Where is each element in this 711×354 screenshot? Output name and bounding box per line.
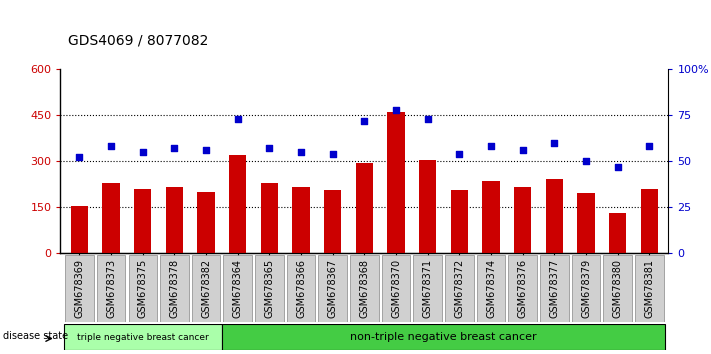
FancyBboxPatch shape xyxy=(350,255,379,322)
FancyBboxPatch shape xyxy=(223,255,252,322)
Point xyxy=(549,140,560,145)
Bar xyxy=(419,160,437,253)
Text: GSM678369: GSM678369 xyxy=(75,259,85,318)
Text: GSM678373: GSM678373 xyxy=(106,259,116,318)
FancyBboxPatch shape xyxy=(477,255,506,322)
Point xyxy=(105,143,117,149)
Bar xyxy=(229,155,247,253)
Text: GSM678377: GSM678377 xyxy=(550,259,560,318)
Point xyxy=(580,158,592,164)
FancyBboxPatch shape xyxy=(572,255,600,322)
Point xyxy=(295,149,306,155)
Point xyxy=(390,107,402,112)
FancyBboxPatch shape xyxy=(635,255,663,322)
FancyBboxPatch shape xyxy=(319,255,347,322)
Bar xyxy=(70,206,88,253)
FancyBboxPatch shape xyxy=(287,255,315,322)
FancyBboxPatch shape xyxy=(192,255,220,322)
Point xyxy=(232,116,243,121)
Text: GSM678371: GSM678371 xyxy=(423,259,433,318)
Bar xyxy=(609,213,626,253)
Text: triple negative breast cancer: triple negative breast cancer xyxy=(77,333,208,342)
Text: GSM678381: GSM678381 xyxy=(644,259,654,318)
Text: GSM678374: GSM678374 xyxy=(486,259,496,318)
Point xyxy=(137,149,149,155)
Bar xyxy=(166,187,183,253)
Text: GSM678375: GSM678375 xyxy=(138,259,148,318)
Text: disease state: disease state xyxy=(3,331,68,341)
Point xyxy=(327,151,338,156)
Point xyxy=(201,147,212,153)
Bar xyxy=(545,179,563,253)
FancyBboxPatch shape xyxy=(540,255,569,322)
Bar xyxy=(292,187,310,253)
FancyBboxPatch shape xyxy=(65,255,94,322)
Point xyxy=(264,145,275,151)
FancyBboxPatch shape xyxy=(63,324,222,350)
Bar xyxy=(451,190,468,253)
Bar xyxy=(102,183,119,253)
Bar xyxy=(261,183,278,253)
Point xyxy=(454,151,465,156)
Point xyxy=(74,155,85,160)
Text: GSM678380: GSM678380 xyxy=(613,259,623,318)
FancyBboxPatch shape xyxy=(160,255,188,322)
Text: non-triple negative breast cancer: non-triple negative breast cancer xyxy=(351,332,537,342)
Text: GSM678372: GSM678372 xyxy=(454,259,464,318)
Bar xyxy=(134,189,151,253)
Point xyxy=(358,118,370,124)
FancyBboxPatch shape xyxy=(97,255,125,322)
Bar xyxy=(641,189,658,253)
FancyBboxPatch shape xyxy=(222,324,665,350)
Bar xyxy=(198,192,215,253)
Text: GSM678366: GSM678366 xyxy=(296,259,306,318)
Point xyxy=(486,143,497,149)
Text: GSM678379: GSM678379 xyxy=(581,259,591,318)
Bar xyxy=(514,187,531,253)
Bar xyxy=(324,190,341,253)
Text: GSM678378: GSM678378 xyxy=(169,259,179,318)
Point xyxy=(612,164,624,170)
Bar xyxy=(482,181,500,253)
FancyBboxPatch shape xyxy=(604,255,632,322)
Text: GSM678368: GSM678368 xyxy=(359,259,370,318)
Text: GSM678365: GSM678365 xyxy=(264,259,274,318)
Bar xyxy=(577,193,594,253)
FancyBboxPatch shape xyxy=(508,255,537,322)
Text: GSM678364: GSM678364 xyxy=(232,259,242,318)
FancyBboxPatch shape xyxy=(382,255,410,322)
Point xyxy=(422,116,434,121)
Point xyxy=(169,145,180,151)
Point xyxy=(643,143,655,149)
FancyBboxPatch shape xyxy=(445,255,474,322)
Text: GSM678376: GSM678376 xyxy=(518,259,528,318)
Bar xyxy=(356,162,373,253)
FancyBboxPatch shape xyxy=(129,255,157,322)
Point xyxy=(517,147,528,153)
Text: GSM678370: GSM678370 xyxy=(391,259,401,318)
FancyBboxPatch shape xyxy=(414,255,442,322)
FancyBboxPatch shape xyxy=(255,255,284,322)
Bar xyxy=(387,112,405,253)
Text: GDS4069 / 8077082: GDS4069 / 8077082 xyxy=(68,34,208,48)
Text: GSM678367: GSM678367 xyxy=(328,259,338,318)
Text: GSM678382: GSM678382 xyxy=(201,259,211,318)
